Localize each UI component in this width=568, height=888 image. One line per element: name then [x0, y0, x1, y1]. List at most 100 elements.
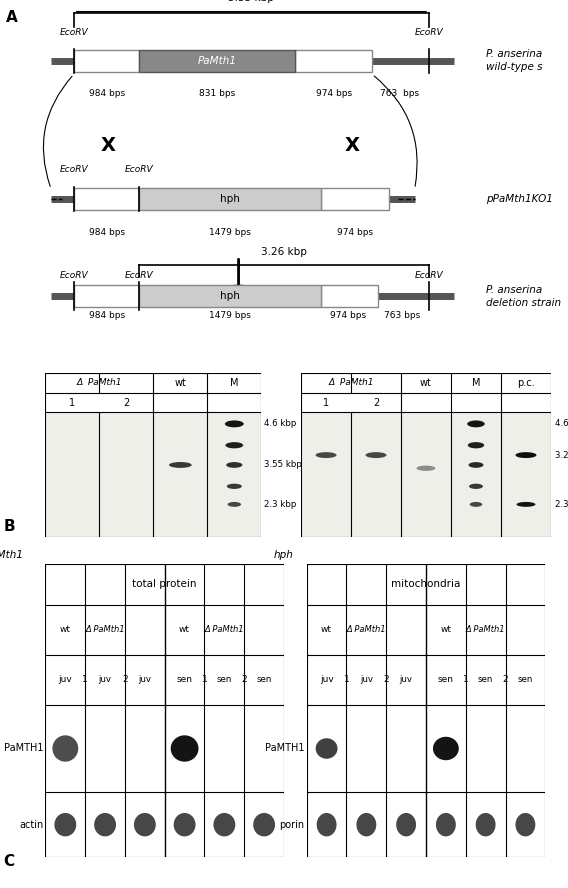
Text: X: X: [345, 136, 360, 155]
Text: B: B: [3, 519, 15, 534]
Text: EcoRV: EcoRV: [60, 28, 88, 37]
Text: 3.26 kbp: 3.26 kbp: [555, 450, 568, 460]
Text: sen: sen: [216, 675, 232, 684]
Text: EcoRV: EcoRV: [125, 165, 153, 174]
Ellipse shape: [174, 813, 195, 836]
Text: 2: 2: [241, 675, 247, 684]
Text: PaMth1: PaMth1: [198, 56, 237, 66]
FancyBboxPatch shape: [74, 285, 139, 307]
Text: 4.6 kbp: 4.6 kbp: [264, 419, 296, 428]
Ellipse shape: [226, 462, 243, 468]
Text: wt: wt: [420, 377, 432, 388]
Text: 4.6 kbp: 4.6 kbp: [555, 419, 568, 428]
Text: sen: sen: [438, 675, 454, 684]
FancyBboxPatch shape: [139, 285, 321, 307]
Text: p.c.: p.c.: [517, 377, 535, 388]
Text: 1: 1: [463, 675, 469, 684]
Text: PaMth1: PaMth1: [0, 551, 24, 560]
Text: sen: sen: [478, 675, 494, 684]
Ellipse shape: [436, 813, 456, 836]
Text: EcoRV: EcoRV: [60, 165, 88, 174]
Text: M: M: [472, 377, 480, 388]
Ellipse shape: [366, 452, 386, 458]
Text: hph: hph: [274, 551, 294, 560]
FancyBboxPatch shape: [45, 412, 261, 537]
Ellipse shape: [469, 484, 483, 489]
Text: 763 bps: 763 bps: [384, 311, 420, 320]
Text: mitochondria: mitochondria: [391, 579, 461, 590]
Text: 974 bps: 974 bps: [316, 90, 352, 99]
Text: total protein: total protein: [132, 579, 197, 590]
Text: 2.3 kbp: 2.3 kbp: [264, 500, 296, 509]
Ellipse shape: [55, 813, 76, 836]
Ellipse shape: [470, 502, 482, 507]
Text: wt: wt: [174, 377, 186, 388]
Text: 2: 2: [373, 398, 379, 408]
Text: EcoRV: EcoRV: [415, 271, 443, 280]
Text: 1479 bps: 1479 bps: [209, 228, 251, 237]
Ellipse shape: [396, 813, 416, 836]
Ellipse shape: [516, 502, 536, 507]
FancyBboxPatch shape: [295, 50, 372, 72]
FancyBboxPatch shape: [321, 188, 389, 210]
Text: EcoRV: EcoRV: [60, 271, 88, 280]
Text: juv: juv: [139, 675, 151, 684]
Text: 2: 2: [123, 398, 130, 408]
Text: 2: 2: [122, 675, 128, 684]
Ellipse shape: [228, 502, 241, 507]
Text: sen: sen: [256, 675, 272, 684]
Text: pPaMth1KO1: pPaMth1KO1: [486, 194, 553, 204]
Text: Δ PaMth1: Δ PaMth1: [204, 625, 244, 634]
Text: PaMTH1: PaMTH1: [4, 743, 43, 754]
Ellipse shape: [433, 737, 459, 760]
Text: Δ PaMth1: Δ PaMth1: [85, 625, 125, 634]
Text: 1: 1: [323, 398, 329, 408]
Text: wt: wt: [321, 625, 332, 634]
Text: 1: 1: [344, 675, 349, 684]
Ellipse shape: [225, 442, 243, 448]
Text: P. anserina
deletion strain: P. anserina deletion strain: [486, 284, 561, 308]
Text: juv: juv: [99, 675, 111, 684]
Ellipse shape: [94, 813, 116, 836]
Ellipse shape: [214, 813, 235, 836]
Text: hph: hph: [220, 194, 240, 204]
Ellipse shape: [416, 465, 436, 471]
Ellipse shape: [170, 735, 199, 762]
Text: C: C: [3, 854, 15, 869]
Text: M: M: [230, 377, 239, 388]
Text: 3.55 kbp: 3.55 kbp: [228, 0, 274, 4]
FancyBboxPatch shape: [74, 50, 139, 72]
Ellipse shape: [467, 420, 485, 427]
Text: 974 bps: 974 bps: [337, 228, 373, 237]
Text: 3.26 kbp: 3.26 kbp: [261, 247, 307, 258]
Text: 1479 bps: 1479 bps: [209, 311, 251, 320]
Ellipse shape: [516, 452, 536, 458]
Text: wt: wt: [60, 625, 71, 634]
Ellipse shape: [317, 813, 336, 836]
Ellipse shape: [316, 738, 337, 758]
Ellipse shape: [169, 462, 191, 468]
Text: EcoRV: EcoRV: [415, 28, 443, 37]
Text: juv: juv: [59, 675, 72, 684]
Text: 2: 2: [503, 675, 508, 684]
FancyBboxPatch shape: [139, 50, 295, 72]
Text: 1: 1: [82, 675, 88, 684]
Ellipse shape: [52, 735, 78, 762]
Text: juv: juv: [320, 675, 333, 684]
Ellipse shape: [469, 462, 483, 468]
Text: Δ PaMth1: Δ PaMth1: [346, 625, 386, 634]
Text: 1: 1: [202, 675, 207, 684]
Text: X: X: [101, 136, 115, 155]
Text: 984 bps: 984 bps: [89, 228, 125, 237]
Ellipse shape: [316, 452, 336, 458]
Text: wt: wt: [179, 625, 190, 634]
Text: A: A: [6, 10, 18, 25]
Text: EcoRV: EcoRV: [125, 271, 153, 280]
Text: sen: sen: [177, 675, 193, 684]
Ellipse shape: [134, 813, 156, 836]
Text: sen: sen: [517, 675, 533, 684]
Ellipse shape: [227, 484, 242, 489]
Text: 2: 2: [383, 675, 389, 684]
Text: 984 bps: 984 bps: [89, 311, 125, 320]
FancyBboxPatch shape: [74, 188, 139, 210]
